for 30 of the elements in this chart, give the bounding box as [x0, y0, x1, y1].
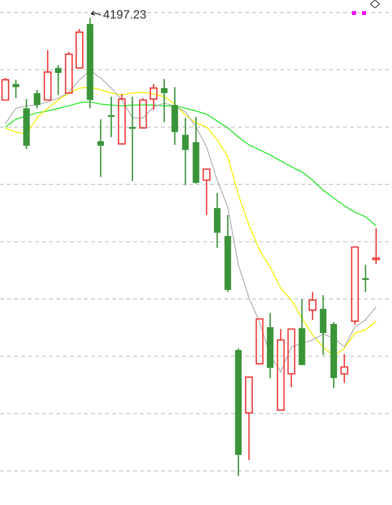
candlestick: [108, 96, 115, 138]
candlestick: [150, 83, 158, 111]
candlestick: [172, 86, 178, 146]
candlestick: [276, 328, 285, 411]
candlestick: [224, 214, 232, 293]
candlestick: [160, 78, 168, 123]
candlestick: [23, 98, 30, 150]
candlestick: [44, 49, 52, 101]
candlestick: [308, 291, 316, 320]
candlestick: [372, 228, 380, 265]
candlestick: [86, 17, 94, 109]
candlestick: [340, 354, 348, 384]
candlestick: [202, 168, 211, 216]
candlestick: [192, 116, 200, 184]
candlestick: [245, 376, 253, 461]
candlestick: [129, 96, 136, 182]
candlestick: [214, 192, 220, 249]
candlestick: [182, 117, 189, 186]
candlestick: [362, 264, 369, 293]
candlestick: [266, 312, 274, 379]
annotation: 4197.23: [103, 7, 147, 22]
candlestick: [298, 298, 306, 366]
candlestick: [235, 348, 242, 477]
candlestick: [54, 64, 62, 96]
candlestick: [320, 294, 326, 356]
candlestick: [97, 118, 104, 178]
candlestick: [330, 321, 338, 389]
candlestick: [287, 328, 296, 388]
candlestick: [12, 79, 20, 99]
candlestick: [118, 93, 126, 145]
